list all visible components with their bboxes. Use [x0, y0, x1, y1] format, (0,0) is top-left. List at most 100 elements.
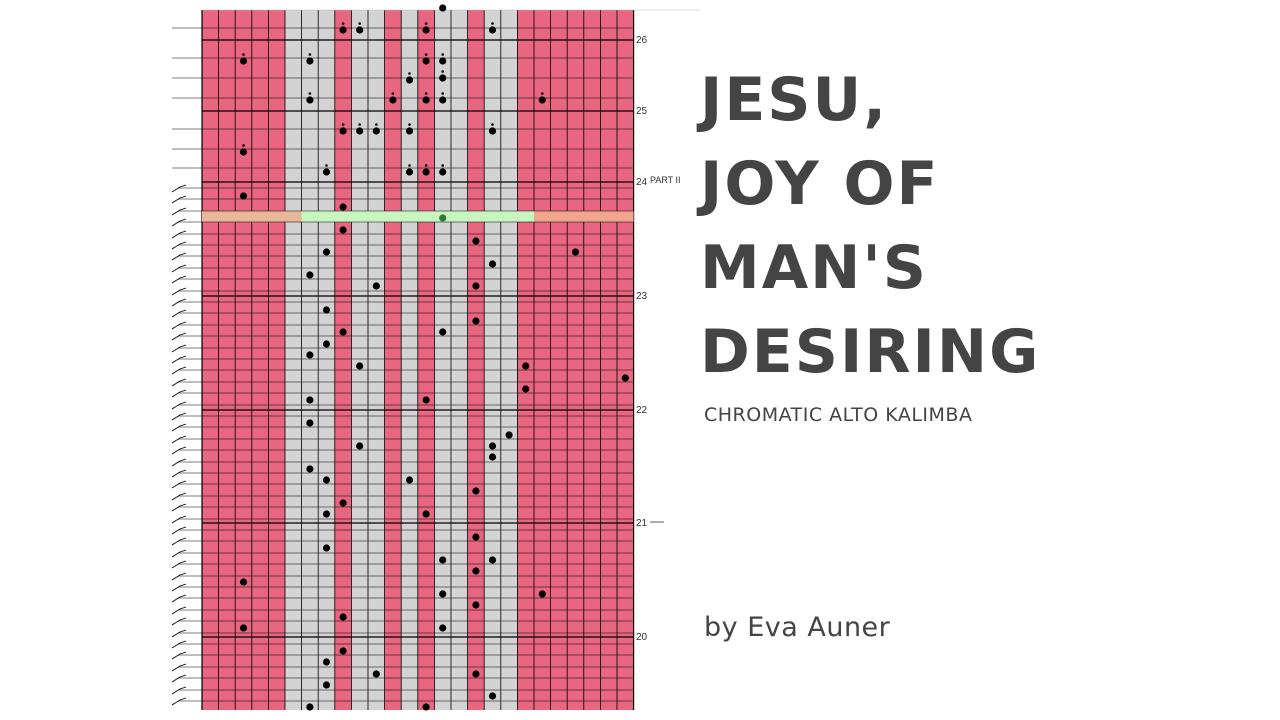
title-line: DESIRING — [700, 317, 1041, 387]
octave-dot-icon — [308, 53, 312, 56]
white-key-column — [583, 10, 601, 710]
title-line: JOY OF — [700, 149, 940, 219]
tab-note-icon — [439, 556, 447, 564]
measure-number: 20 — [636, 632, 648, 643]
kalimba-tablature: 26 25 24 PART II 23 22 21 20 — [171, 4, 700, 711]
tab-note-icon — [356, 127, 364, 135]
note-stem-icon — [171, 674, 187, 683]
tab-note-icon — [422, 96, 430, 104]
tab-note-icon — [422, 703, 430, 711]
white-key-column — [534, 10, 551, 710]
note-stem-icon — [171, 537, 187, 546]
measure-number: 21 — [636, 518, 648, 529]
tab-note-icon — [439, 214, 447, 222]
tab-note-icon — [422, 57, 430, 65]
tab-note-icon — [488, 442, 497, 450]
note-stem-icon — [171, 515, 187, 524]
tab-note-icon — [439, 328, 447, 336]
tab-note-icon — [306, 96, 314, 104]
note-stem-icon — [171, 606, 187, 615]
tab-note-icon — [439, 74, 447, 82]
note-stem-icon — [171, 446, 187, 455]
note-stem-icon — [171, 355, 187, 364]
tab-note-icon — [339, 203, 347, 211]
octave-dot-icon — [541, 92, 544, 95]
octave-dot-icon — [358, 22, 362, 25]
tab-note-icon — [405, 127, 414, 135]
white-key-column — [334, 10, 352, 710]
note-stem-icon — [171, 309, 187, 318]
tab-note-icon — [422, 396, 430, 404]
black-key-column — [318, 10, 336, 710]
song-title: JESU, JOY OF MAN'S DESIRING — [700, 58, 1270, 394]
tab-note-icon — [439, 168, 447, 176]
note-stem-icon — [171, 560, 187, 569]
key-column-dividers — [201, 10, 635, 710]
tab-note-icon — [322, 681, 331, 689]
white-key-column — [567, 10, 585, 710]
tab-note-icon — [621, 374, 629, 382]
octave-dot-icon — [424, 53, 428, 56]
black-key-column — [484, 10, 502, 710]
playhead-highlight-orange — [534, 211, 634, 222]
measure-number: 22 — [636, 405, 648, 416]
arranger-credit: by Eva Auner — [704, 612, 891, 643]
part-label: PART II — [650, 175, 681, 185]
note-stem-icon — [171, 686, 187, 695]
black-key-column — [285, 10, 302, 710]
octave-dot-icon — [408, 72, 411, 75]
note-stem-icon — [171, 469, 187, 478]
tab-note-icon — [472, 282, 480, 290]
note-stem-icon — [171, 344, 187, 353]
tab-note-icon — [306, 271, 314, 279]
octave-dot-icon — [408, 164, 411, 167]
tab-note-icon — [488, 26, 497, 34]
note-stem-icon — [171, 287, 187, 296]
note-stem-icon — [171, 663, 187, 672]
tab-note-icon — [356, 442, 364, 450]
measure-number: 26 — [636, 35, 648, 46]
note-stem-icon — [171, 366, 187, 375]
measure-number: 25 — [636, 106, 648, 117]
tab-note-icon — [322, 476, 331, 484]
note-stem-icon — [171, 195, 187, 204]
note-stem-icon — [171, 218, 187, 227]
measure-number: 24 — [636, 177, 648, 188]
note-stem-icon — [171, 594, 187, 603]
tab-note-icon — [239, 57, 248, 65]
white-key-column — [617, 10, 634, 710]
playhead-highlight-orange — [202, 211, 302, 222]
tab-note-icon — [422, 168, 430, 176]
tab-note-icon — [339, 226, 347, 234]
tab-note-icon — [422, 26, 430, 34]
note-stem-icon — [171, 572, 187, 581]
tab-note-icon — [339, 613, 347, 621]
tab-note-icon — [322, 168, 331, 176]
note-stem-icon — [171, 241, 187, 250]
octave-dot-icon — [441, 92, 445, 95]
black-key-column — [351, 10, 369, 710]
note-stem-icon — [171, 207, 187, 216]
tab-note-icon — [322, 544, 331, 552]
title-line: JESU, — [700, 65, 889, 135]
note-stem-icon — [171, 230, 187, 239]
key-columns — [202, 10, 634, 710]
tab-note-icon — [439, 4, 447, 12]
title-line: MAN'S — [700, 233, 928, 303]
tab-note-icon — [472, 601, 480, 609]
black-key-column — [301, 10, 319, 710]
tab-note-icon — [488, 692, 497, 700]
note-stem-icon — [171, 401, 187, 410]
tab-note-icon — [538, 590, 546, 598]
note-stem-icon — [171, 640, 187, 649]
note-stem-icon — [171, 184, 187, 193]
rhythm-stems — [171, 27, 202, 706]
octave-dot-icon — [441, 70, 445, 73]
tab-note-icon — [538, 96, 546, 104]
white-key-column — [467, 10, 485, 710]
note-stem-icon — [171, 697, 187, 706]
tab-note-icon — [306, 57, 314, 65]
octave-dot-icon — [242, 53, 245, 56]
tab-note-icon — [339, 647, 347, 655]
tab-note-icon — [339, 499, 347, 507]
